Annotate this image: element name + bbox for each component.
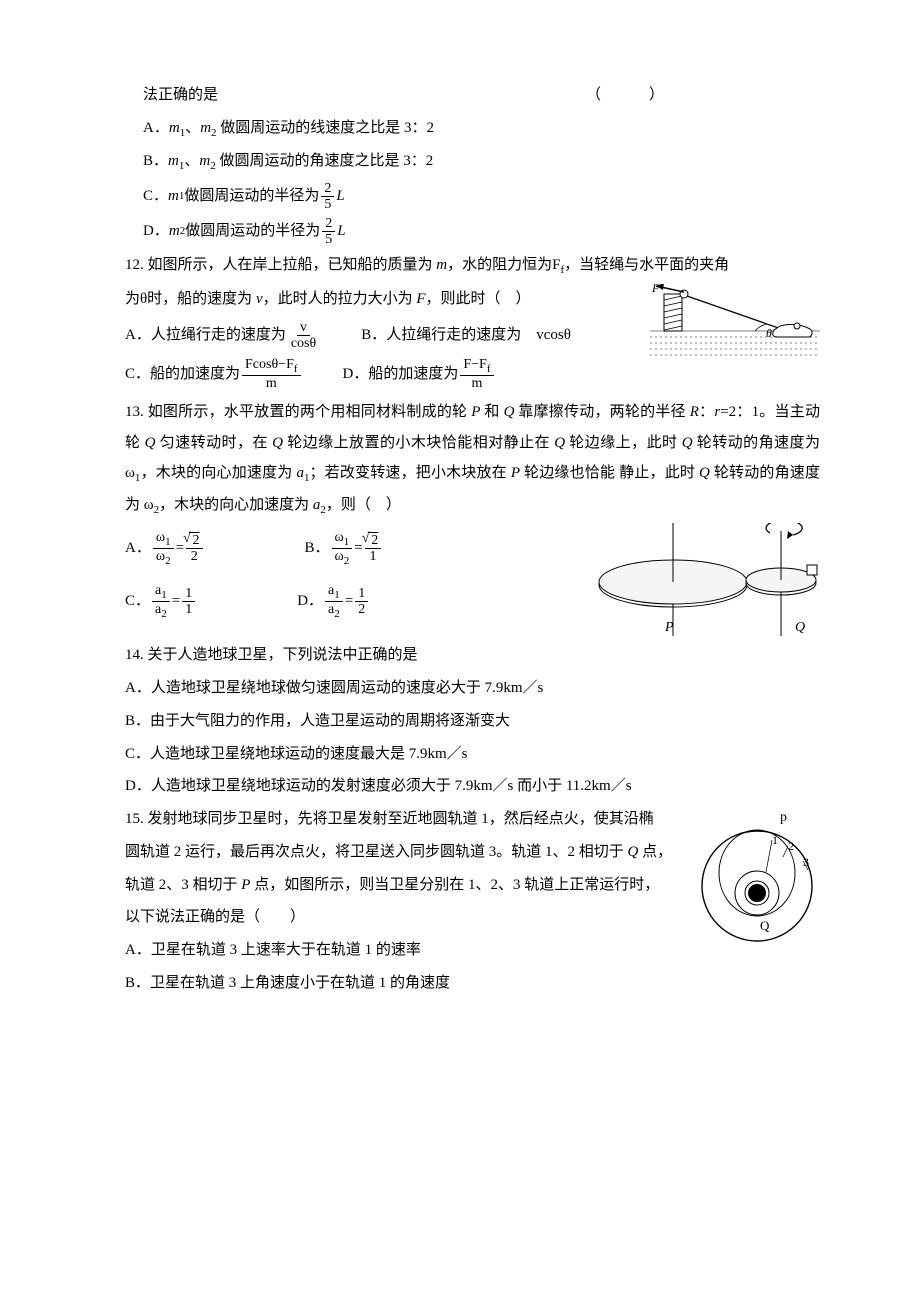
- q12-option-a: A．人拉绳行走的速度为 vcosθ: [125, 320, 321, 352]
- boat-pulley-icon: F θ: [650, 284, 820, 364]
- fraction: vcosθ: [288, 320, 319, 352]
- q13-options-row1: A． ω1ω2 = 2√2 B． ω1ω2 = 2√1: [125, 527, 585, 570]
- svg-text:Q: Q: [760, 918, 770, 933]
- q11-paren: （ ）: [586, 80, 820, 111]
- svg-text:P: P: [664, 620, 674, 635]
- q15-figure: p Q 1 2 3: [695, 808, 820, 948]
- q13-stem: 13. 如图所示，水平放置的两个用相同材料制成的轮 P 和 Q 靠摩擦传动，两轮…: [125, 397, 820, 522]
- fraction: 25: [322, 216, 335, 248]
- svg-text:θ: θ: [766, 326, 772, 340]
- q13-option-b: B． ω1ω2 = 2√1: [305, 530, 384, 567]
- q14-option-d: D．人造地球卫星绕地球运动的发射速度必须大于 7.9km／s 而小于 11.2k…: [125, 771, 820, 802]
- svg-text:F: F: [651, 284, 660, 295]
- q12-option-d: D．船的加速度为 F−Ffm: [343, 357, 496, 391]
- q13-option-d: D． a1a2 = 12: [297, 583, 370, 620]
- q13-option-c: C． a1a2 = 11: [125, 583, 197, 620]
- q13-option-a: A． ω1ω2 = 2√2: [125, 530, 205, 567]
- fraction: F−Ffm: [460, 357, 493, 391]
- q11-option-d: D．m2 做圆周运动的半径为 25 L: [125, 216, 820, 248]
- q14-option-c: C．人造地球卫星绕地球运动的速度最大是 7.9km／s: [125, 739, 820, 770]
- q11-option-a: A．m1、m2 做圆周运动的线速度之比是 3：2: [125, 113, 820, 145]
- q11-stem-row: 法正确的是 （ ）: [125, 80, 820, 111]
- q12-option-c: C．船的加速度为 Fcosθ−Ffm: [125, 357, 303, 391]
- fraction: 25: [321, 181, 334, 213]
- q12-stem-line1: 12. 如图所示，人在岸上拉船，已知船的质量为 m，水的阻力恒为Ff，当轻绳与水…: [125, 250, 820, 282]
- q12-option-b: B．人拉绳行走的速度为 vcosθ: [361, 320, 571, 351]
- svg-text:Q: Q: [795, 620, 805, 635]
- fraction: Fcosθ−Ffm: [242, 357, 301, 391]
- q14-stem: 14. 关于人造地球卫星，下列说法中正确的是: [125, 640, 820, 671]
- q12-options-row1: A．人拉绳行走的速度为 vcosθ B．人拉绳行走的速度为 vcosθ: [125, 317, 640, 355]
- q11-option-b: B．m1、m2 做圆周运动的角速度之比是 3：2: [125, 146, 820, 178]
- q14-option-b: B．由于大气阻力的作用，人造卫星运动的周期将逐渐变大: [125, 706, 820, 737]
- svg-text:p: p: [780, 810, 787, 825]
- q11-option-c: C．m1 做圆周运动的半径为 25 L: [125, 181, 820, 213]
- q15-option-b: B．卫星在轨道 3 上角速度小于在轨道 1 的角速度: [125, 968, 820, 999]
- orbit-diagram-icon: p Q 1 2 3: [695, 808, 820, 948]
- q11-stem-tail: 法正确的是: [125, 80, 218, 111]
- friction-wheels-icon: P Q: [595, 523, 820, 638]
- q12-figure: F θ: [650, 284, 820, 364]
- svg-text:2: 2: [788, 839, 794, 853]
- q13-options-row2: C． a1a2 = 11 D． a1a2 = 12: [125, 580, 585, 623]
- q14-option-a: A．人造地球卫星绕地球做匀速圆周运动的速度必大于 7.9km／s: [125, 673, 820, 704]
- q12-options-row2: C．船的加速度为 Fcosθ−Ffm D．船的加速度为 F−Ffm: [125, 354, 640, 394]
- q13-figure: P Q: [595, 523, 820, 638]
- svg-text:1: 1: [772, 833, 778, 847]
